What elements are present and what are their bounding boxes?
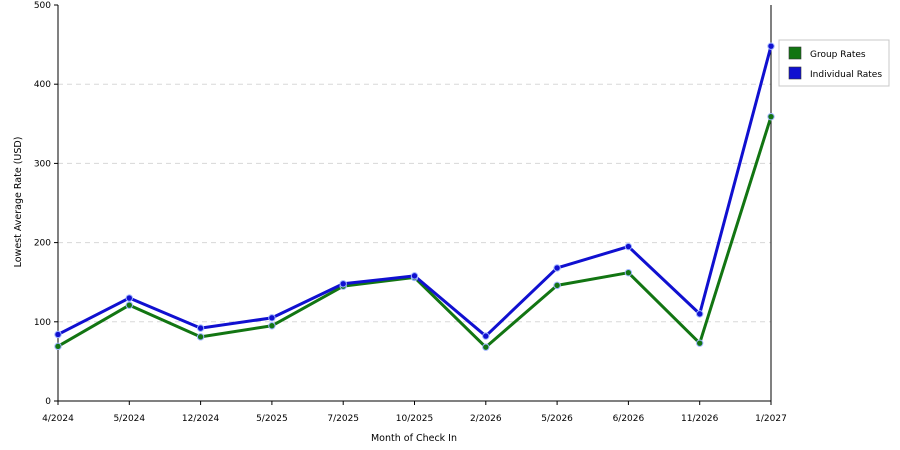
data-point-individual-rates (268, 314, 276, 322)
y-tick-label: 300 (34, 159, 51, 169)
x-tick-label: 2/2026 (470, 414, 502, 424)
data-point-individual-rates (125, 294, 134, 302)
grid-lines (58, 83, 771, 323)
data-point-individual-rates (410, 272, 419, 280)
data-point-group-rates (696, 339, 704, 347)
y-axis-title: Lowest Average Rate (USD) (13, 137, 24, 268)
y-tick-label: 100 (34, 318, 51, 328)
data-point-individual-rates (624, 242, 633, 251)
x-tick-label: 1/2027 (755, 414, 787, 424)
legend-swatch-group-rates (788, 46, 802, 60)
x-tick-label: 11/2026 (681, 414, 719, 424)
legend: Group Rates Individual Rates (778, 39, 890, 87)
data-point-individual-rates (696, 310, 704, 318)
data-point-group-rates (767, 112, 775, 121)
x-tick-label: 10/2025 (396, 414, 433, 424)
tick-labels: 0 100 200 300 400 500 4/2024 5/2024 12/2024 5/202… (34, 1, 787, 424)
y-tick-label: 0 (45, 397, 51, 407)
series-layer (54, 42, 775, 351)
legend-label-group-rates: Group Rates (810, 50, 866, 60)
legend-label-individual-rates: Individual Rates (810, 70, 882, 80)
data-point-group-rates (553, 281, 561, 290)
data-point-individual-rates (339, 280, 347, 288)
y-tick-label: 400 (34, 80, 51, 90)
x-tick-label: 6/2026 (613, 414, 645, 424)
data-point-individual-rates (54, 330, 62, 339)
legend-swatch-individual-rates (788, 66, 802, 80)
axes (54, 4, 772, 405)
x-tick-label: 5/2026 (541, 414, 573, 424)
x-tick-label: 7/2025 (327, 414, 359, 424)
data-point-group-rates (125, 301, 134, 309)
x-axis-title: Month of Check In (371, 433, 457, 444)
data-point-group-rates (196, 333, 205, 341)
data-point-group-rates (624, 268, 633, 277)
data-point-group-rates (54, 342, 62, 351)
data-point-individual-rates (767, 42, 775, 50)
x-tick-label: 12/2024 (182, 414, 220, 424)
y-tick-label: 500 (34, 1, 51, 11)
x-tick-label: 4/2024 (42, 414, 74, 424)
data-point-individual-rates (553, 264, 561, 272)
series-line-individual-rates (57, 45, 773, 338)
y-tick-label: 200 (34, 239, 51, 249)
x-tick-label: 5/2024 (113, 414, 145, 424)
data-point-group-rates (482, 343, 490, 351)
data-point-individual-rates (482, 332, 490, 340)
data-point-individual-rates (196, 324, 205, 332)
x-tick-label: 5/2025 (256, 414, 288, 424)
data-point-group-rates (268, 322, 276, 330)
